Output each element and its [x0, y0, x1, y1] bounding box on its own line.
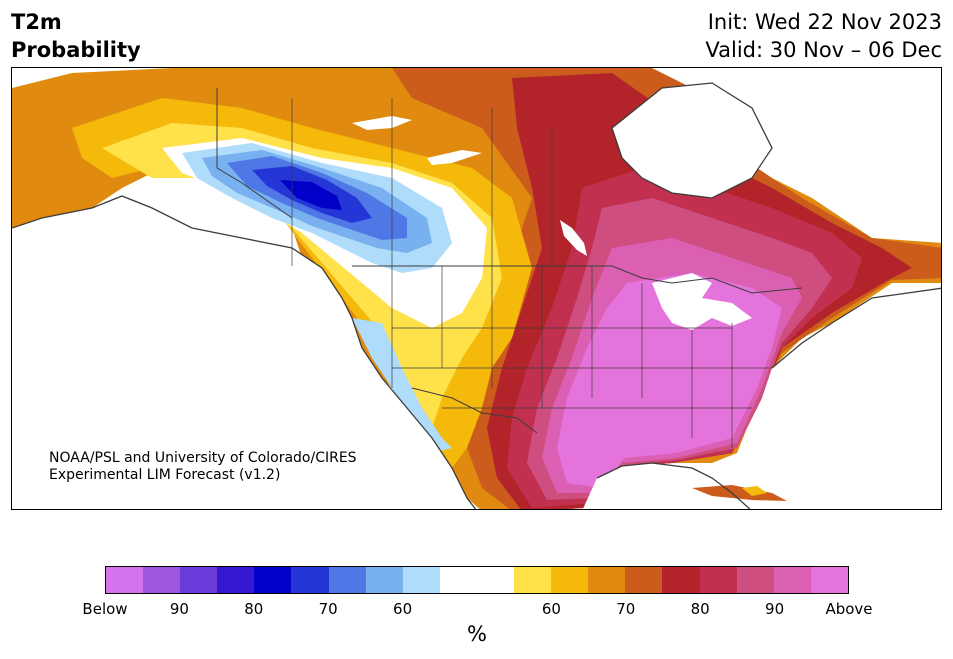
credit-text: NOAA/PSL and University of Colorado/CIRE…: [49, 450, 357, 484]
valid-date: Valid: 30 Nov – 06 Dec: [705, 36, 942, 64]
colorbar-cell-8: [403, 567, 440, 593]
colorbar-cell-6: [329, 567, 366, 593]
colorbar-cell-7: [366, 567, 403, 593]
forecast-map: [11, 67, 942, 510]
colorbar-tick-label: 80: [691, 600, 710, 618]
colorbar-cell-5: [291, 567, 328, 593]
colorbar-cell-14: [625, 567, 662, 593]
colorbar-cell-13: [588, 567, 625, 593]
colorbar-tick-label: 90: [765, 600, 784, 618]
colorbar-cell-17: [737, 567, 774, 593]
credit-line-2: Experimental LIM Forecast (v1.2): [49, 467, 357, 484]
colorbar-cell-19: [811, 567, 848, 593]
colorbar-cell-18: [774, 567, 811, 593]
colorbar-cell-1: [143, 567, 180, 593]
init-date: Init: Wed 22 Nov 2023: [705, 8, 942, 36]
colorbar-tick-label: Above: [825, 600, 872, 618]
colorbar-cell-2: [180, 567, 217, 593]
map-title: T2m Probability: [11, 8, 141, 64]
title-variable: T2m: [11, 8, 141, 36]
forecast-dates: Init: Wed 22 Nov 2023 Valid: 30 Nov – 06…: [705, 8, 942, 64]
colorbar-tick-label: 70: [319, 600, 338, 618]
colorbar-tick-label: 60: [393, 600, 412, 618]
colorbar-tick-label: Below: [82, 600, 127, 618]
credit-line-1: NOAA/PSL and University of Colorado/CIRE…: [49, 450, 357, 467]
colorbar-unit: %: [467, 622, 487, 646]
colorbar-cell-9: [440, 567, 477, 593]
colorbar-cell-3: [217, 567, 254, 593]
colorbar-cell-12: [551, 567, 588, 593]
colorbar-cell-10: [477, 567, 514, 593]
colorbar-tick-label: 60: [542, 600, 561, 618]
colorbar-cell-16: [700, 567, 737, 593]
colorbar-tick-label: 90: [170, 600, 189, 618]
colorbar-cell-11: [514, 567, 551, 593]
colorbar-cell-0: [106, 567, 143, 593]
colorbar-tick-label: 80: [244, 600, 263, 618]
map-svg: [12, 68, 942, 510]
colorbar-cell-15: [662, 567, 699, 593]
colorbar-tick-label: 70: [616, 600, 635, 618]
colorbar-cell-4: [254, 567, 291, 593]
title-quantity: Probability: [11, 36, 141, 64]
colorbar: [105, 566, 849, 594]
